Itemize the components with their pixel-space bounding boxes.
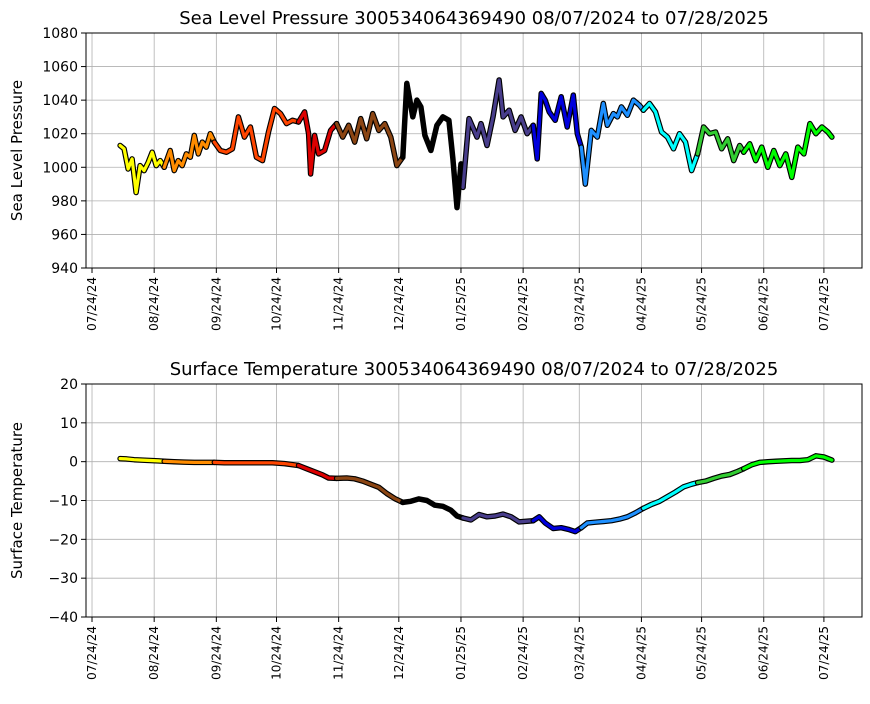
y-tick-label: −10 xyxy=(48,494,78,510)
x-tick-label: 12/24/24 xyxy=(392,626,406,680)
series-line xyxy=(531,91,583,161)
series-line xyxy=(579,98,646,186)
axes-frame xyxy=(85,32,863,269)
x-tick-label: 09/24/24 xyxy=(209,277,223,331)
x-tick-label: 03/24/25 xyxy=(572,626,586,680)
y-tick-label: 960 xyxy=(51,227,78,243)
x-tick-label: 01/25/25 xyxy=(454,277,468,331)
y-axis-label: Surface Temperature xyxy=(8,422,26,579)
x-tick-label: 09/24/24 xyxy=(209,626,223,680)
x-tick-label: 05/24/25 xyxy=(695,626,709,680)
y-axis-label: Sea Level Pressure xyxy=(8,80,26,221)
series-line xyxy=(296,463,339,480)
series-line xyxy=(531,515,583,534)
y-tick-label: 20 xyxy=(60,377,78,393)
series-line xyxy=(461,78,535,189)
series-line xyxy=(401,497,465,520)
y-tick-label: −30 xyxy=(48,571,78,587)
series-line xyxy=(461,512,535,524)
series-line xyxy=(212,106,301,163)
chart-title: Surface Temperature 300534064369490 08/0… xyxy=(170,359,779,380)
y-tick-label: 980 xyxy=(51,194,78,210)
series-line xyxy=(695,125,746,163)
series-line xyxy=(335,476,405,504)
x-tick-label: 02/24/25 xyxy=(516,626,530,680)
y-tick-label: 0 xyxy=(69,455,78,471)
x-tick-label: 03/24/25 xyxy=(572,277,586,331)
x-tick-label: 10/24/24 xyxy=(269,277,283,331)
x-tick-label: 08/24/24 xyxy=(147,277,161,331)
y-tick-label: 940 xyxy=(51,261,78,277)
y-tick-label: −40 xyxy=(48,610,78,626)
x-tick-label: 04/24/25 xyxy=(634,626,648,680)
series-line xyxy=(579,506,646,530)
x-tick-label: 11/24/24 xyxy=(332,626,346,680)
series-line xyxy=(162,132,216,173)
y-tick-label: 1000 xyxy=(42,160,78,176)
series-line xyxy=(742,454,834,471)
series-line xyxy=(335,111,405,168)
series-line xyxy=(118,143,166,195)
series-line xyxy=(212,460,301,468)
series-line xyxy=(695,467,746,485)
x-tick-label: 12/24/24 xyxy=(392,277,406,331)
x-tick-label: 10/24/24 xyxy=(269,626,283,680)
chart-pressure: 940 960 980 1000 1020 1040 1060 1080 07/24/24 08/… xyxy=(8,8,863,331)
x-tick-label: 07/24/25 xyxy=(817,626,831,680)
chart-title: Sea Level Pressure 300534064369490 08/07… xyxy=(179,8,769,29)
x-tick-label: 07/24/25 xyxy=(817,277,831,331)
x-tick-label: 01/25/25 xyxy=(454,626,468,680)
series-line xyxy=(401,81,465,210)
series-line xyxy=(162,459,216,464)
y-tick-label: 1060 xyxy=(42,60,78,76)
x-tick-label: 05/24/25 xyxy=(695,277,709,331)
x-tick-label: 07/24/24 xyxy=(85,626,99,680)
x-tick-label: 07/24/24 xyxy=(85,277,99,331)
series-line xyxy=(742,121,834,179)
y-tick-label: −20 xyxy=(48,532,78,548)
x-tick-label: 08/24/24 xyxy=(147,626,161,680)
series-line xyxy=(641,481,700,510)
series-line xyxy=(296,110,339,176)
x-tick-label: 06/24/25 xyxy=(757,277,771,331)
x-tick-label: 11/24/24 xyxy=(332,277,346,331)
y-tick-label: 1040 xyxy=(42,93,78,109)
series-line xyxy=(641,101,700,173)
x-tick-label: 02/24/25 xyxy=(516,277,530,331)
y-tick-label: 10 xyxy=(60,416,78,432)
chart-temperature: −40 −30 −20 −10 0 10 20 07/24/24 08/24/24 09/24/2… xyxy=(8,359,863,680)
x-tick-label: 06/24/25 xyxy=(757,626,771,680)
x-tick-label: 04/24/25 xyxy=(634,277,648,331)
y-tick-label: 1080 xyxy=(42,26,78,42)
y-tick-label: 1020 xyxy=(42,127,78,143)
series-line xyxy=(118,457,166,463)
